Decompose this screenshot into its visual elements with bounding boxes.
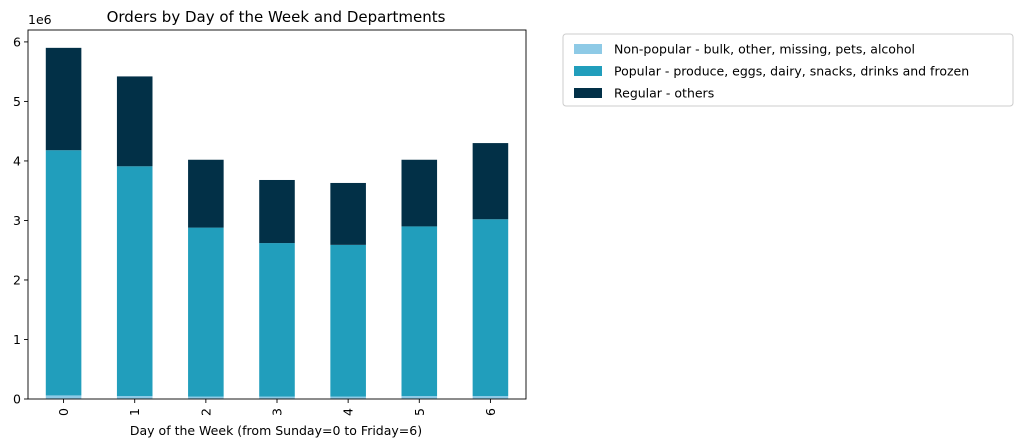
x-tick-label: 4 [341,408,356,416]
bars-group [45,47,509,399]
bar-day-3-series-0 [259,396,295,399]
x-tick-label: 3 [270,408,285,416]
bar-day-2-series-0 [188,396,224,399]
y-tick-label: 4 [13,153,21,168]
legend: Non-popular - bulk, other, missing, pets… [562,33,1014,107]
legend-swatch-1 [574,66,602,76]
bar-day-4-series-1 [330,244,366,397]
legend-swatch-0 [574,44,602,54]
y-tick-label: 6 [13,34,21,49]
bar-day-5-series-1 [401,226,438,397]
bar-day-0-series-1 [45,150,82,396]
axes-group: 0 1 2 3 4 5 6 0 1 2 3 4 5 6 [13,29,527,416]
legend-swatch-2 [574,88,602,98]
legend-label-0: Non-popular - bulk, other, missing, pets… [614,42,915,57]
bar-day-0-series-2 [45,47,82,151]
bar-day-2-series-1 [188,227,224,397]
y-axis-scale-label: 1e6 [28,12,52,27]
bar-day-2-series-2 [188,159,224,228]
bar-day-6-series-0 [472,396,509,399]
bar-day-1-series-2 [116,76,153,167]
y-tick-label: 3 [13,213,21,228]
bar-day-1-series-0 [116,396,153,399]
legend-label-1: Popular - produce, eggs, dairy, snacks, … [614,64,969,79]
legend-frame [562,33,1014,107]
bar-day-5-series-2 [401,159,438,227]
bar-day-4-series-2 [330,182,366,245]
bar-day-3-series-2 [259,179,295,244]
chart-title: Orders by Day of the Week and Department… [107,8,446,26]
bar-day-0-series-0 [45,395,82,399]
bar-day-4-series-0 [330,396,366,399]
x-axis-label: Day of the Week (from Sunday=0 to Friday… [130,423,422,438]
x-tick-label: 6 [483,408,498,416]
y-tick-label: 2 [13,272,21,287]
bar-day-3-series-1 [259,243,295,397]
x-tick-label: 2 [198,408,213,416]
bar-day-1-series-1 [116,166,153,397]
y-tick-label: 0 [13,392,21,407]
x-tick-label: 0 [56,408,71,416]
bar-day-5-series-0 [401,396,438,399]
y-tick-label: 1 [13,332,21,347]
bar-day-6-series-1 [472,219,509,397]
y-tick-label: 5 [13,94,21,109]
x-tick-label: 1 [127,408,142,416]
legend-label-2: Regular - others [614,86,714,101]
bar-day-6-series-2 [472,143,509,220]
x-tick-label: 5 [412,408,427,416]
